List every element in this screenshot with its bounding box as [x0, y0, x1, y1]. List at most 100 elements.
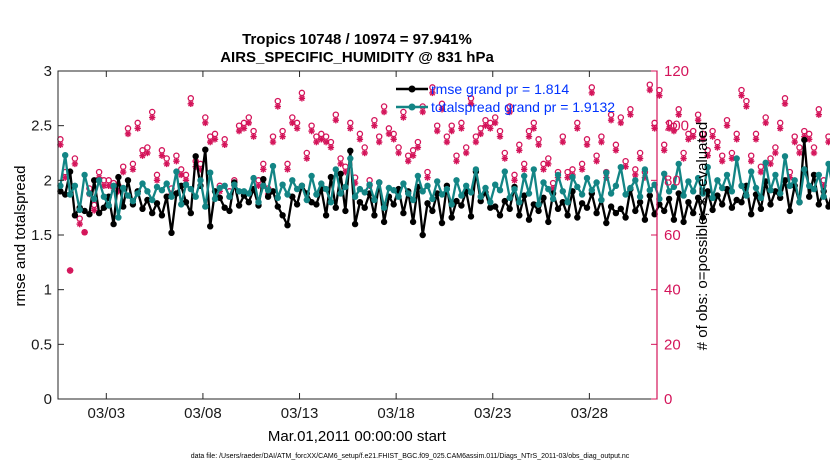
possible-obs-point [767, 155, 774, 162]
y-axis-label-left: rmse and totalspread [12, 166, 29, 307]
evaluated-obs-stroke [521, 166, 527, 173]
totalspread-point [612, 182, 620, 190]
evaluated-obs-point [337, 160, 344, 168]
evaluated-obs-point [723, 122, 731, 129]
evaluated-obs-point [815, 111, 822, 118]
evaluated-obs-stroke [468, 101, 474, 107]
evaluated-obs-point [274, 103, 281, 110]
totalspread-point [207, 169, 214, 176]
totalspread-point [463, 182, 470, 190]
evaluated-obs-stroke [419, 109, 426, 115]
rmse-point [458, 202, 465, 209]
totalspread-point [119, 184, 127, 192]
possible-obs-point [738, 86, 745, 94]
evaluated-obs-stroke [76, 221, 83, 227]
evaluated-obs-stroke [202, 120, 209, 126]
evaluated-obs-point [434, 127, 441, 135]
evaluated-obs-point [670, 127, 678, 135]
totalspread-point [66, 191, 74, 198]
totalspread-point [743, 192, 750, 199]
evaluated-obs-point [777, 125, 784, 132]
evaluated-obs-stroke [105, 183, 112, 189]
evaluated-obs-stroke [589, 90, 595, 96]
totalspread-point [709, 194, 716, 202]
evaluated-obs-point [728, 155, 736, 162]
totalspread-point [376, 179, 383, 186]
evaluated-obs-stroke [458, 125, 465, 132]
evaluated-obs-stroke [279, 133, 286, 140]
y-right-tick-label: 100 [664, 118, 689, 135]
totalspread-point [168, 193, 175, 200]
evaluated-obs-stroke [627, 111, 634, 118]
totalspread-point [545, 185, 552, 193]
totalspread-point [419, 188, 426, 195]
totalspread-point [728, 188, 736, 195]
totalspread-point [231, 181, 238, 188]
rmse-point [139, 205, 146, 213]
totalspread-point [318, 180, 325, 187]
totalspread-point [424, 182, 431, 190]
rmse-point [332, 204, 339, 211]
series-layer [57, 81, 830, 274]
legend-totalspread-label: totalspread grand pr = 1.9132 [431, 99, 615, 115]
totalspread-point [694, 174, 702, 182]
evaluated-obs-stroke [154, 177, 160, 184]
evaluated-obs-point [530, 125, 537, 132]
rmse-point [603, 219, 610, 227]
legend-rmse-label: rmse grand pr = 1.814 [431, 81, 569, 97]
rmse-point [438, 219, 446, 227]
totalspread-point [182, 181, 190, 188]
evaluated-obs-stroke [453, 158, 460, 164]
evaluated-obs-point [458, 125, 465, 132]
totalspread-point [264, 187, 272, 194]
evaluated-obs-stroke [246, 120, 252, 126]
totalspread-point [699, 190, 707, 197]
evaluated-obs-point [680, 155, 687, 162]
evaluated-obs-stroke [531, 125, 537, 132]
evaluated-obs-point [506, 108, 513, 116]
evaluated-obs-stroke [497, 133, 503, 140]
totalspread-point [685, 178, 692, 185]
evaluated-obs-point [622, 163, 629, 170]
rmse-point [279, 212, 286, 219]
totalspread-point [197, 177, 204, 184]
rmse-point [786, 207, 793, 215]
totalspread-point [245, 190, 253, 197]
evaluated-obs-stroke [613, 147, 619, 154]
evaluated-obs-stroke [410, 152, 416, 159]
totalspread-point [395, 193, 402, 200]
totalspread-point [820, 193, 827, 200]
evaluated-obs-stroke [405, 158, 411, 164]
rmse-point [607, 203, 615, 210]
rmse-point [409, 218, 417, 226]
evaluated-obs-stroke [511, 177, 518, 184]
y-axis-label-right: # of obs: o=possible; ∗=evaluated [694, 122, 711, 351]
evaluated-obs-point [690, 133, 697, 140]
totalspread-point [313, 191, 320, 198]
evaluated-obs-stroke [207, 139, 213, 145]
rmse-point [361, 204, 368, 211]
evaluated-obs-stroke [704, 152, 711, 159]
totalspread-point [322, 185, 330, 193]
evaluated-obs-stroke [347, 125, 354, 132]
rmse-point [767, 201, 774, 208]
evaluated-obs-point [144, 149, 151, 157]
possible-obs-point [776, 119, 784, 127]
rmse-point [689, 209, 697, 217]
evaluated-obs-stroke [651, 125, 658, 132]
y-left-tick-label: 1 [44, 282, 52, 299]
evaluated-obs-stroke [748, 158, 754, 164]
evaluated-obs-point [380, 108, 388, 116]
totalspread-point [477, 193, 484, 200]
evaluated-obs-point [313, 138, 320, 146]
evaluated-obs-point [419, 108, 426, 116]
evaluated-obs-stroke [816, 111, 822, 118]
rmse-point [226, 207, 233, 215]
possible-obs-point [762, 114, 769, 121]
evaluated-obs-point [207, 138, 214, 146]
rmse-point [496, 212, 504, 219]
evaluated-obs-point [501, 155, 508, 162]
evaluated-obs-point [699, 136, 707, 143]
evaluated-obs-stroke [294, 125, 300, 132]
totalspread-point [569, 173, 576, 181]
